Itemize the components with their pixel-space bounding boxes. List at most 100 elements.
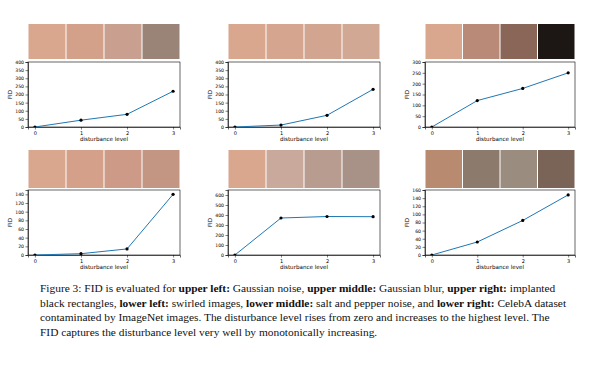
y-axis-title: FID bbox=[7, 218, 13, 227]
data-point bbox=[325, 215, 328, 218]
y-tick-mark bbox=[226, 62, 229, 63]
plot-frame bbox=[228, 190, 380, 255]
data-point bbox=[33, 253, 36, 255]
y-tick: 300 bbox=[15, 76, 28, 81]
y-tick: 140 bbox=[15, 192, 28, 197]
y-tick-mark bbox=[226, 70, 229, 71]
y-tick-label: 200 bbox=[215, 233, 224, 238]
y-tick: 120 bbox=[412, 204, 425, 209]
y-tick-mark bbox=[26, 255, 29, 256]
data-point bbox=[521, 219, 524, 222]
data-point bbox=[476, 99, 479, 102]
y-tick-label: 120 bbox=[412, 204, 421, 209]
y-tick-label: 400 bbox=[15, 60, 24, 65]
caption-text: swirled images, bbox=[169, 297, 246, 309]
y-tick: 400 bbox=[215, 213, 228, 218]
y-tick-label: 100 bbox=[412, 212, 421, 217]
x-tick-label: 0 bbox=[34, 130, 37, 136]
thumbnail bbox=[29, 24, 66, 59]
data-point bbox=[325, 114, 328, 117]
plot-area bbox=[430, 71, 570, 127]
y-tick-mark bbox=[26, 238, 29, 239]
y-tick: 0 bbox=[418, 125, 425, 130]
y-tick-label: 50 bbox=[18, 117, 24, 122]
data-point bbox=[125, 113, 128, 116]
caption-text: Gaussian blur, bbox=[376, 282, 447, 294]
y-tick-label: 60 bbox=[415, 229, 421, 234]
y-tick-label: 350 bbox=[15, 68, 24, 73]
data-point bbox=[430, 253, 433, 255]
y-tick-mark bbox=[26, 220, 29, 221]
thumbnail bbox=[105, 24, 142, 59]
panel: 01230100200300400500600disturbance level… bbox=[207, 150, 381, 270]
series-line bbox=[235, 217, 373, 256]
plot-frame bbox=[425, 190, 575, 255]
y-tick-mark bbox=[423, 206, 426, 207]
y-tick: 200 bbox=[215, 92, 228, 97]
thumbnail bbox=[463, 150, 500, 188]
y-tick-mark bbox=[26, 62, 29, 63]
thumbnail bbox=[29, 150, 66, 188]
y-tick-mark bbox=[226, 195, 229, 196]
y-tick-label: 0 bbox=[221, 125, 224, 130]
y-tick-label: 150 bbox=[15, 101, 24, 106]
y-axis-line bbox=[26, 63, 29, 128]
y-tick-label: 0 bbox=[418, 253, 421, 258]
caption-text: Figure 3: FID is evaluated for bbox=[40, 282, 179, 294]
y-tick: 600 bbox=[215, 193, 228, 198]
x-tick: 1 bbox=[80, 255, 83, 264]
y-axis-title: FID bbox=[404, 90, 410, 99]
thumbnail bbox=[343, 150, 380, 188]
y-tick-mark bbox=[423, 223, 426, 224]
y-tick-label: 80 bbox=[415, 220, 421, 225]
y-tick: 200 bbox=[412, 82, 425, 87]
y-tick: 40 bbox=[18, 236, 28, 241]
x-axis-title: disturbance level bbox=[280, 264, 329, 270]
x-tick-label: 3 bbox=[172, 258, 175, 264]
y-tick-mark bbox=[423, 231, 426, 232]
caption-bold: upper right: bbox=[447, 282, 507, 294]
plot-frame bbox=[425, 62, 575, 127]
data-point bbox=[279, 216, 282, 219]
y-axis: 020406080100120140160 bbox=[412, 188, 425, 258]
y-axis-line bbox=[423, 191, 426, 256]
series-line bbox=[235, 89, 373, 127]
x-tick: 2 bbox=[326, 127, 329, 136]
data-point bbox=[521, 87, 524, 90]
y-tick-label: 350 bbox=[215, 68, 224, 73]
data-point bbox=[171, 90, 174, 93]
y-tick-mark bbox=[26, 95, 29, 96]
thumbnail bbox=[501, 150, 538, 188]
x-axis-title: disturbance level bbox=[80, 136, 129, 142]
y-tick-mark bbox=[226, 127, 229, 128]
y-axis-title: FID bbox=[7, 90, 13, 99]
x-tick: 0 bbox=[34, 127, 37, 136]
y-tick-mark bbox=[226, 225, 229, 226]
plot-frame bbox=[228, 62, 380, 127]
caption-bold: lower middle: bbox=[246, 297, 313, 309]
x-tick: 2 bbox=[126, 127, 129, 136]
x-axis: 0123 bbox=[29, 127, 181, 136]
y-tick: 20 bbox=[415, 245, 425, 250]
y-tick-label: 140 bbox=[412, 196, 421, 201]
data-point bbox=[476, 240, 479, 243]
y-tick: 250 bbox=[412, 71, 425, 76]
y-tick-mark bbox=[423, 255, 426, 256]
y-tick-label: 60 bbox=[18, 227, 24, 232]
thumbnail bbox=[501, 24, 538, 59]
x-tick: 1 bbox=[476, 255, 479, 264]
y-tick: 200 bbox=[15, 92, 28, 97]
data-point bbox=[371, 215, 374, 218]
y-tick: 20 bbox=[18, 244, 28, 249]
y-tick-label: 150 bbox=[215, 101, 224, 106]
thumbnail bbox=[305, 24, 342, 59]
y-tick: 150 bbox=[15, 101, 28, 106]
y-axis: 0100200300400500600 bbox=[215, 191, 228, 258]
y-tick-mark bbox=[423, 190, 426, 191]
y-tick-mark bbox=[26, 78, 29, 79]
x-tick: 3 bbox=[372, 127, 375, 136]
y-axis: 050100150200250300 bbox=[412, 60, 425, 130]
series-line bbox=[35, 91, 173, 127]
y-tick-label: 100 bbox=[412, 103, 421, 108]
x-axis-line bbox=[29, 256, 181, 258]
